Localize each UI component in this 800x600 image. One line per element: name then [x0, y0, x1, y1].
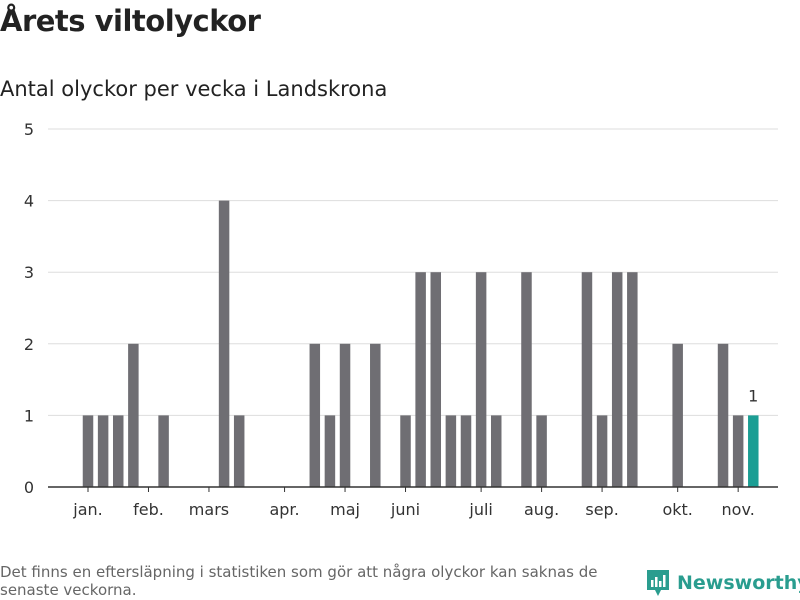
bar	[611, 272, 623, 487]
bars: 1	[82, 200, 759, 487]
bar	[400, 415, 411, 487]
x-tick-label: apr.	[269, 500, 299, 519]
bar	[218, 200, 230, 487]
x-tick-label: jan.	[72, 500, 102, 519]
bar	[732, 415, 744, 487]
x-tick-label: sep.	[585, 500, 618, 519]
bar	[460, 415, 472, 487]
y-tick-label: 3	[24, 263, 34, 282]
gridlines	[48, 128, 778, 416]
x-tick-label: maj	[330, 500, 360, 519]
footer-note: Det finns en eftersläpning i statistiken…	[0, 563, 598, 599]
y-tick-label: 1	[24, 406, 34, 425]
brand-logo[interactable]: Newsworthy	[645, 568, 800, 598]
bar	[536, 415, 547, 487]
bar	[128, 343, 139, 487]
bar	[490, 415, 502, 487]
bar	[475, 272, 487, 487]
x-axis: jan. feb. mars apr. maj juni juli aug. sep. okt. n…	[48, 486, 778, 519]
x-tick-label: mars	[189, 500, 229, 519]
bar	[97, 415, 109, 487]
bar-highlight	[748, 415, 759, 487]
x-tick-label: aug.	[524, 500, 559, 519]
bar	[672, 343, 683, 487]
bar	[309, 343, 321, 487]
x-tick-label: nov.	[722, 500, 755, 519]
chart-title: Årets viltolyckor	[0, 4, 261, 38]
y-axis-ticks: 0 1 2 3 4 5	[24, 120, 34, 497]
brand-name: Newsworthy	[677, 572, 800, 594]
y-tick-label: 0	[24, 478, 34, 497]
bar	[324, 415, 336, 487]
y-tick-label: 4	[24, 192, 34, 211]
x-tick-label: okt.	[662, 500, 692, 519]
bar	[82, 415, 94, 487]
y-tick-label: 2	[24, 335, 34, 354]
bar	[596, 415, 608, 487]
newsworthy-logo-icon	[647, 570, 669, 596]
bar	[521, 272, 532, 487]
bar	[233, 415, 245, 487]
x-tick-label: feb.	[133, 500, 164, 519]
bar	[158, 415, 169, 487]
y-tick-label: 5	[24, 120, 34, 139]
bar	[415, 272, 426, 487]
bar	[370, 343, 381, 487]
bar	[339, 343, 351, 487]
bar	[112, 415, 124, 487]
bar	[717, 343, 729, 487]
bar	[581, 272, 593, 487]
data-label: 1	[748, 386, 758, 405]
x-tick-label: juni	[390, 500, 420, 519]
x-tick-label: juli	[468, 500, 492, 519]
chart-subtitle: Antal olyckor per vecka i Landskrona	[0, 77, 388, 101]
bar	[627, 272, 638, 487]
bar	[445, 415, 457, 487]
bar	[430, 272, 442, 487]
